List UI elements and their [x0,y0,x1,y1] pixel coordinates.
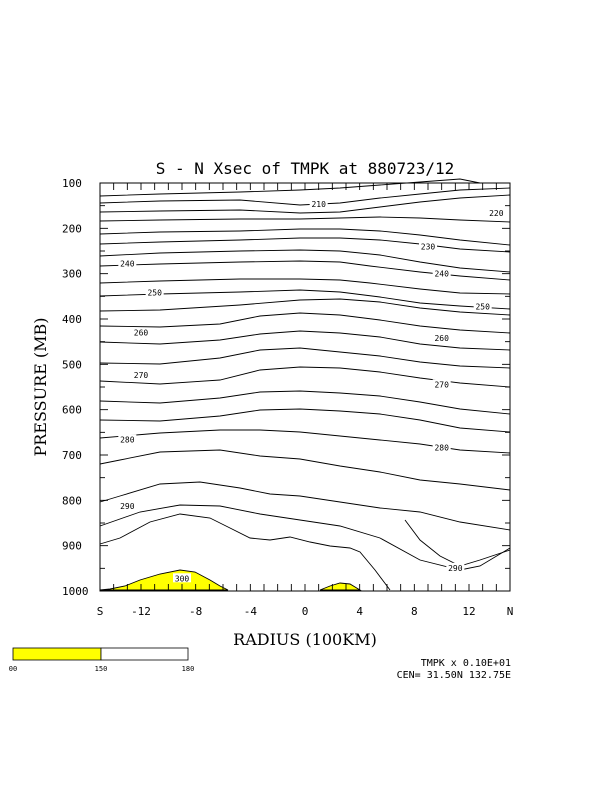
contour-line [99,178,481,197]
y-tick-label: 700 [62,449,82,462]
contour-label: 290 [448,564,463,573]
contour-label-bg [473,301,492,311]
contour-label-bg [118,434,137,444]
contour-label: 210 [311,200,326,209]
x-tick-label: -8 [189,605,202,618]
contour-line [99,513,391,591]
contour-label: 220 [489,209,504,218]
contour-label: 260 [434,334,449,343]
contour-line [99,278,511,295]
x-tick-label: 12 [462,605,475,618]
contour-label-bg [118,258,137,268]
contour-label: 230 [421,242,436,251]
contour-label-bg [145,287,164,297]
contour-line [99,228,511,246]
contour-label-bg [487,207,506,217]
colorbar-yellow [12,647,102,661]
contour-label: 260 [134,329,149,338]
contour-label-bg [432,442,451,452]
y-tick-label: 200 [62,222,82,235]
contour-line [99,237,511,253]
contour-line [404,519,511,567]
contour-line [99,249,511,273]
contour-label: 280 [434,443,449,452]
contour-line [99,347,511,369]
contour-line [99,289,511,310]
contour-line [99,187,511,206]
y-tick-label: 600 [62,404,82,417]
contour-label-bg [446,562,465,572]
contour-label-bg [132,369,150,379]
contour-label-bg [309,198,328,208]
y-tick-label: 300 [62,268,82,281]
colorbar-white [100,647,189,661]
x-tick-label: 4 [356,605,363,618]
contour-label: 240 [434,270,449,279]
contour-label: 240 [120,260,135,269]
contour-label-bg [432,333,451,343]
contour-label-bg [173,573,191,583]
colorbar-label-2: 180 [182,665,195,673]
x-tick-label: 8 [411,605,418,618]
contour-label-bg [118,501,137,511]
contour-label: 280 [120,436,135,445]
colorbar-label-0: 00 [9,665,17,673]
chart-title: S - N Xsec of TMPK at 880723/12 [156,159,455,178]
y-tick-label: 900 [62,540,82,553]
x-tick-label: 0 [302,605,309,618]
colorbar-label-1: 150 [95,665,108,673]
contour-label: 270 [434,380,449,389]
contour-line [99,312,511,334]
shaded-region-west [99,569,229,591]
y-tick-label: 100 [62,177,82,190]
x-tick-labels: S -12 -8 -4 0 4 8 12 N [97,605,514,618]
x-tick-label: -4 [244,605,258,618]
x-axis-label: RADIUS (100KM) [233,630,377,649]
contour-line [99,390,511,415]
contour-label: 300 [175,574,190,583]
y-tick-labels: 100 200 300 400 500 600 700 800 900 1000 [62,177,89,598]
y-tick-label: 400 [62,313,82,326]
contour-line [99,449,511,491]
y-tick-label: 1000 [62,585,89,598]
shaded-region-center [319,582,362,591]
contour-labels: 210 220 230 240 240 250 250 260 260 270 270 280 280 2… [118,198,506,583]
contour-label: 250 [147,288,162,297]
y-axis-label: PRESSURE (MB) [31,317,50,456]
footer-center: CEN= 31.50N 132.75E [397,670,511,681]
contour-lines [99,178,511,591]
contour-label: 270 [134,371,149,380]
contour-line [99,408,511,433]
x-tick-label: -12 [131,605,151,618]
contour-line [99,481,511,531]
footer-variable: TMPK x 0.10E+01 [421,658,511,669]
x-tick-label: S [97,605,104,618]
contour-label: 250 [475,302,490,311]
contour-label-bg [432,268,451,278]
contour-line [99,216,511,223]
x-tick-label: N [507,605,514,618]
contour-label-bg [132,327,150,337]
contour-line [99,330,511,351]
contour-label-bg [432,379,451,389]
y-tick-label: 500 [62,358,82,371]
contour-line [99,298,511,316]
y-tick-label: 800 [62,494,82,507]
contour-line [99,194,511,214]
contour-label-bg [419,241,437,251]
contour-label: 290 [120,502,135,511]
axis-ticks [99,182,511,592]
